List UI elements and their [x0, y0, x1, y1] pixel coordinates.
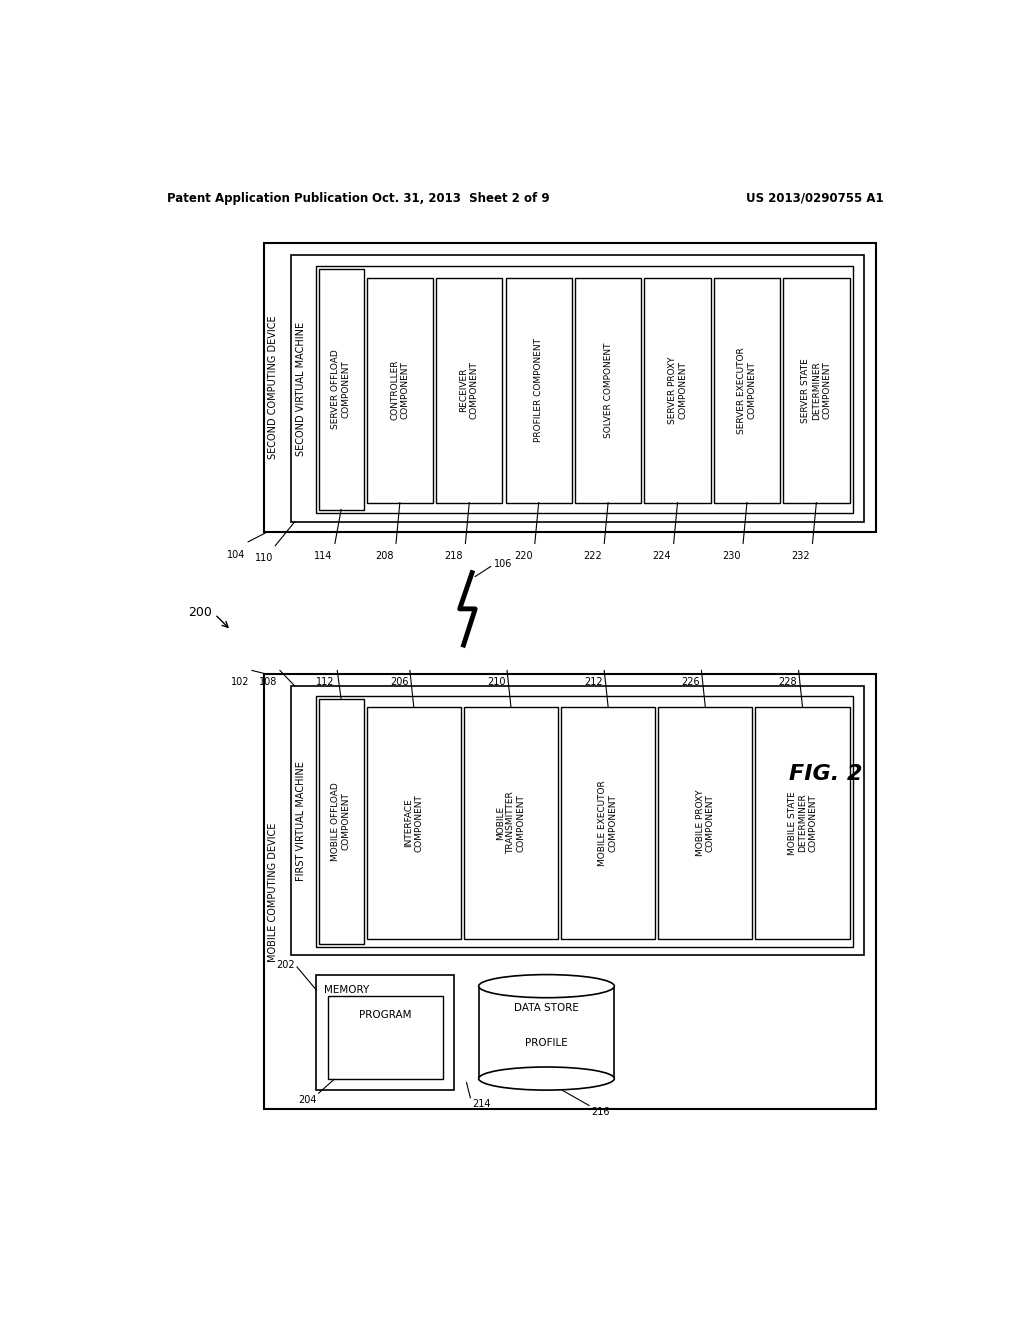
Bar — [783, 277, 850, 503]
Text: SOLVER COMPONENT: SOLVER COMPONENT — [603, 342, 612, 438]
Text: 108: 108 — [259, 677, 278, 688]
Bar — [436, 277, 503, 503]
Text: SERVER EXECUTOR
COMPONENT: SERVER EXECUTOR COMPONENT — [737, 347, 757, 433]
Text: FIG. 2: FIG. 2 — [788, 764, 862, 784]
Ellipse shape — [478, 1067, 614, 1090]
Text: 102: 102 — [231, 677, 250, 688]
Text: MOBILE
TRANSMITTER
COMPONENT: MOBILE TRANSMITTER COMPONENT — [496, 792, 526, 854]
Text: PROFILE: PROFILE — [525, 1038, 568, 1048]
Text: 204: 204 — [299, 1094, 317, 1105]
Bar — [291, 256, 864, 521]
Text: FIRST VIRTUAL MACHINE: FIRST VIRTUAL MACHINE — [296, 760, 306, 880]
Bar — [464, 706, 558, 940]
Text: SERVER OFFLOAD
COMPONENT: SERVER OFFLOAD COMPONENT — [332, 350, 351, 429]
Bar — [316, 974, 455, 1090]
Text: MOBILE OFFLOAD
COMPONENT: MOBILE OFFLOAD COMPONENT — [332, 781, 351, 861]
Text: 218: 218 — [444, 552, 463, 561]
Text: MEMORY: MEMORY — [324, 985, 370, 995]
Text: 112: 112 — [316, 677, 335, 688]
Text: SECOND VIRTUAL MACHINE: SECOND VIRTUAL MACHINE — [296, 322, 306, 455]
Text: US 2013/0290755 A1: US 2013/0290755 A1 — [746, 191, 884, 205]
Text: 110: 110 — [255, 553, 273, 564]
Text: 228: 228 — [778, 677, 797, 688]
Text: 232: 232 — [792, 552, 810, 561]
Bar — [318, 269, 364, 510]
Bar — [328, 997, 442, 1080]
Text: 200: 200 — [187, 606, 212, 619]
Bar — [561, 706, 655, 940]
Text: MOBILE COMPUTING DEVICE: MOBILE COMPUTING DEVICE — [268, 822, 278, 961]
Bar — [291, 686, 864, 956]
Bar — [316, 696, 853, 946]
Bar — [658, 706, 753, 940]
Text: 214: 214 — [473, 1100, 492, 1109]
Text: SECOND COMPUTING DEVICE: SECOND COMPUTING DEVICE — [268, 315, 278, 459]
Text: 104: 104 — [227, 549, 246, 560]
Text: 220: 220 — [514, 552, 532, 561]
Bar — [367, 277, 433, 503]
Text: PROGRAM: PROGRAM — [359, 1010, 412, 1020]
Text: 114: 114 — [314, 552, 333, 561]
Bar — [263, 675, 876, 1109]
Text: 222: 222 — [583, 552, 602, 561]
Text: Patent Application Publication: Patent Application Publication — [167, 191, 368, 205]
Text: 216: 216 — [592, 1107, 610, 1117]
Text: 206: 206 — [390, 677, 409, 688]
Text: PROFILER COMPONENT: PROFILER COMPONENT — [535, 338, 543, 442]
Ellipse shape — [478, 974, 614, 998]
Text: 224: 224 — [652, 552, 672, 561]
Text: INTERFACE
COMPONENT: INTERFACE COMPONENT — [404, 793, 424, 851]
Text: SERVER PROXY
COMPONENT: SERVER PROXY COMPONENT — [668, 356, 687, 424]
Text: 212: 212 — [584, 677, 603, 688]
Bar — [490, 1014, 602, 1073]
Bar — [367, 706, 461, 940]
Bar — [316, 267, 853, 512]
Text: CONTROLLER
COMPONENT: CONTROLLER COMPONENT — [390, 360, 410, 420]
Bar — [318, 700, 364, 944]
Bar — [714, 277, 780, 503]
Text: DATA STORE: DATA STORE — [514, 1003, 579, 1014]
Bar — [478, 986, 614, 1078]
Bar — [506, 277, 571, 503]
Bar — [644, 277, 711, 503]
Text: MOBILE EXECUTOR
COMPONENT: MOBILE EXECUTOR COMPONENT — [598, 780, 617, 866]
Text: 208: 208 — [375, 552, 393, 561]
Text: Oct. 31, 2013  Sheet 2 of 9: Oct. 31, 2013 Sheet 2 of 9 — [373, 191, 550, 205]
Bar — [574, 277, 641, 503]
Bar — [263, 243, 876, 532]
Text: 106: 106 — [494, 560, 512, 569]
Bar — [756, 706, 850, 940]
Text: RECEIVER
COMPONENT: RECEIVER COMPONENT — [460, 362, 479, 420]
Text: 226: 226 — [681, 677, 699, 688]
Text: 230: 230 — [722, 552, 740, 561]
Text: MOBILE PROXY
COMPONENT: MOBILE PROXY COMPONENT — [695, 789, 715, 857]
Text: MOBILE STATE
DETERMINER
COMPONENT: MOBILE STATE DETERMINER COMPONENT — [787, 791, 817, 855]
Text: SERVER STATE
DETERMINER
COMPONENT: SERVER STATE DETERMINER COMPONENT — [802, 358, 831, 422]
Text: 202: 202 — [276, 961, 295, 970]
Text: 210: 210 — [487, 677, 506, 688]
